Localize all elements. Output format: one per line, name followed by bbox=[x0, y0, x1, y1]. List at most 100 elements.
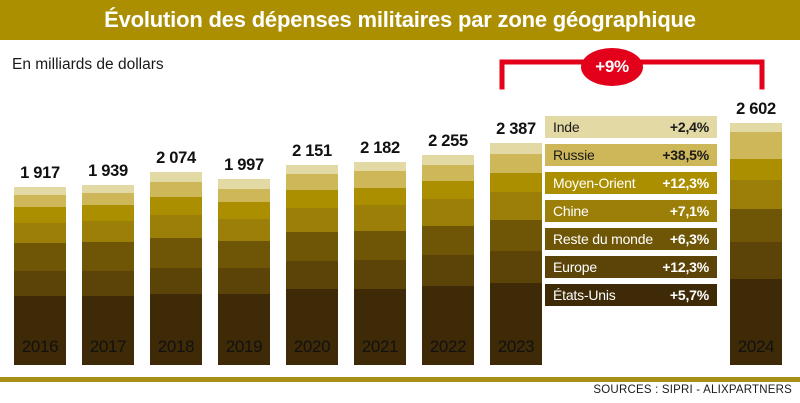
bar-segment-reste-du-monde bbox=[490, 219, 542, 251]
bar-stack bbox=[82, 184, 134, 365]
bar-segment-chine bbox=[354, 205, 406, 231]
bar-segment-russie bbox=[730, 132, 782, 159]
bar-stack bbox=[150, 172, 202, 365]
bar-group-2020: 2 151 bbox=[286, 142, 338, 365]
year-label-2024: 2024 bbox=[737, 337, 775, 356]
bar-total-label: 1 917 bbox=[20, 163, 60, 182]
legend-value: +12,3% bbox=[662, 175, 709, 191]
bar-segment-russie bbox=[14, 194, 66, 208]
legend-value: +5,7% bbox=[669, 287, 709, 303]
legend-row-inde[interactable]: Inde +2,4% bbox=[545, 116, 717, 138]
bar-stack bbox=[490, 143, 542, 365]
bar-segment-russie bbox=[82, 192, 134, 206]
bar-stack bbox=[730, 123, 782, 365]
bar-segment-chine bbox=[422, 199, 474, 226]
bar-segment-chine bbox=[490, 192, 542, 220]
bar-segment-inde bbox=[490, 143, 542, 155]
bar-segment-reste-du-monde bbox=[422, 225, 474, 256]
legend-label: Europe bbox=[553, 259, 597, 275]
bar-segment-moyen-orient bbox=[82, 205, 134, 222]
bar-group-2018: 2 074 bbox=[150, 149, 202, 365]
bar-segment-inde bbox=[730, 123, 782, 133]
legend-label: Moyen-Orient bbox=[553, 175, 636, 191]
legend-row-chine[interactable]: Chine +7,1% bbox=[545, 200, 717, 222]
bar-group-2019: 1 997 bbox=[218, 156, 270, 365]
bar-segment-reste-du-monde bbox=[14, 243, 66, 271]
bar-segment-europe bbox=[490, 250, 542, 284]
legend-label: Reste du monde bbox=[553, 231, 653, 247]
bar-segment-europe bbox=[150, 267, 202, 295]
legend-row-moyen-orient[interactable]: Moyen-Orient +12,3% bbox=[545, 172, 717, 194]
bar-segment-chine bbox=[150, 214, 202, 238]
legend-row-europe[interactable]: Europe +12,3% bbox=[545, 256, 717, 278]
bar-segment--tats-unis bbox=[82, 296, 134, 365]
bar-segment--tats-unis bbox=[490, 283, 542, 365]
bar-segment-inde bbox=[150, 172, 202, 182]
year-label-2021: 2021 bbox=[361, 337, 399, 356]
bar-segment-reste-du-monde bbox=[82, 242, 134, 271]
bar-segment-reste-du-monde bbox=[150, 237, 202, 268]
bar-segment-europe bbox=[422, 255, 474, 286]
bar-segment-moyen-orient bbox=[422, 181, 474, 200]
bar-segment--tats-unis bbox=[422, 285, 474, 365]
bar-segment-russie bbox=[422, 164, 474, 182]
bar-total-label: 2 387 bbox=[496, 120, 536, 139]
bar-segment-moyen-orient bbox=[150, 197, 202, 215]
bar-group-2022: 2 255 bbox=[422, 132, 474, 365]
bar-total-label: 2 151 bbox=[292, 142, 332, 160]
bar-segment-reste-du-monde bbox=[218, 240, 270, 268]
legend-row-russie[interactable]: Russie +38,5% bbox=[545, 144, 717, 166]
bar-group-2024: 2 602 bbox=[730, 100, 782, 365]
bar-segment-moyen-orient bbox=[286, 190, 338, 208]
growth-badge-label: +9% bbox=[595, 57, 629, 76]
bar-segment-russie bbox=[354, 171, 406, 188]
bar-total-label: 1 997 bbox=[224, 156, 264, 175]
bar-stack bbox=[354, 162, 406, 365]
bar-stack bbox=[422, 155, 474, 365]
bar-segment-inde bbox=[422, 155, 474, 165]
bar-segment-inde bbox=[82, 184, 134, 193]
year-label-2016: 2016 bbox=[21, 337, 59, 356]
bar-total-label: 2 602 bbox=[736, 100, 776, 119]
bar-total-label: 1 939 bbox=[88, 161, 128, 180]
year-label-2020: 2020 bbox=[293, 337, 331, 356]
bar-segment-europe bbox=[14, 270, 66, 297]
bar-segment-chine bbox=[286, 207, 338, 232]
bar-segment--tats-unis bbox=[286, 289, 338, 365]
bar-segment-inde bbox=[14, 186, 66, 195]
bar-segment-chine bbox=[730, 179, 782, 210]
legend-value: +7,1% bbox=[669, 203, 709, 219]
legend-value: +6,3% bbox=[669, 231, 709, 247]
legend-label: États-Unis bbox=[553, 287, 616, 303]
legend-row--tats-unis[interactable]: États-Unis +5,7% bbox=[545, 284, 717, 306]
legend-value: +12,3% bbox=[662, 259, 709, 275]
legend-value: +38,5% bbox=[662, 147, 709, 163]
bar-segment-inde bbox=[286, 165, 338, 175]
bar-segment-moyen-orient bbox=[14, 207, 66, 223]
year-label-2023: 2023 bbox=[497, 337, 535, 356]
bar-segment-russie bbox=[286, 174, 338, 191]
axis-unit-label: En milliards de dollars bbox=[12, 56, 164, 73]
bar-segment-reste-du-monde bbox=[730, 209, 782, 243]
bar-segment-russie bbox=[490, 154, 542, 174]
page-title: Évolution des dépenses militaires par zo… bbox=[104, 7, 696, 32]
bar-segment-moyen-orient bbox=[218, 201, 270, 219]
bar-segment--tats-unis bbox=[150, 294, 202, 365]
year-label-2019: 2019 bbox=[225, 337, 263, 356]
year-label-2022: 2022 bbox=[429, 337, 467, 356]
legend-row-reste-du-monde[interactable]: Reste du monde +6,3% bbox=[545, 228, 717, 250]
bar-group-2023: 2 387 bbox=[490, 120, 542, 365]
bar-stack bbox=[14, 186, 66, 365]
bar-segment-moyen-orient bbox=[354, 187, 406, 206]
axis-rule bbox=[0, 377, 800, 382]
bar-segment-reste-du-monde bbox=[354, 230, 406, 260]
year-label-2017: 2017 bbox=[89, 337, 127, 356]
bar-segment-europe bbox=[730, 242, 782, 279]
bar-total-label: 2 255 bbox=[428, 132, 468, 151]
bar-total-label: 2 182 bbox=[360, 139, 400, 158]
bar-segment-russie bbox=[150, 181, 202, 198]
bar-segment-europe bbox=[218, 267, 270, 295]
chart-plot-area: 1 917 1 939 2 074 1 997 2 151 2 182 2 255 2 387… bbox=[0, 40, 800, 365]
growth-badge: +9% bbox=[581, 48, 643, 86]
